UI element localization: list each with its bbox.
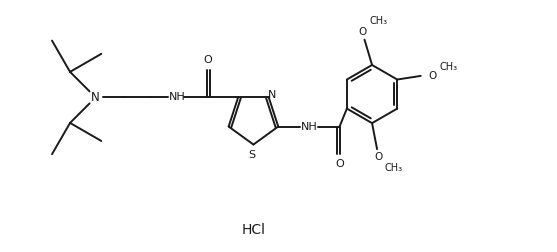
Text: NH: NH [301, 121, 317, 132]
Text: CH₃: CH₃ [439, 62, 458, 72]
Text: O: O [358, 27, 366, 37]
Text: CH₃: CH₃ [384, 163, 403, 173]
Text: N: N [91, 91, 100, 104]
Text: N: N [267, 90, 276, 100]
Text: HCl: HCl [241, 223, 266, 237]
Text: O: O [374, 152, 383, 162]
Text: CH₃: CH₃ [369, 16, 388, 26]
Text: O: O [335, 159, 344, 169]
Text: S: S [248, 150, 255, 160]
Text: O: O [203, 55, 212, 65]
Text: NH: NH [168, 92, 185, 102]
Text: O: O [428, 71, 437, 81]
